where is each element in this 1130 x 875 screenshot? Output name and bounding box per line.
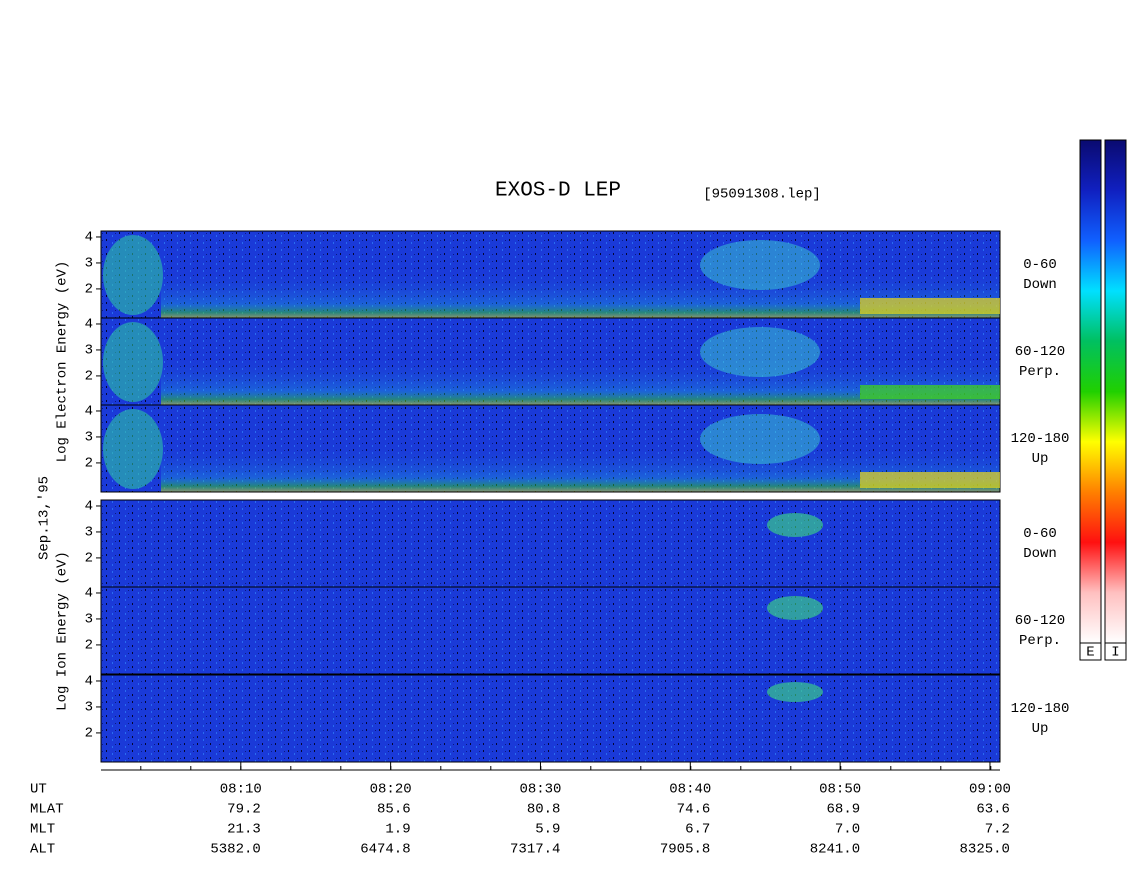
panel-frame	[100, 586, 1001, 675]
spectrum-feature	[700, 240, 820, 290]
colorbar-label-box	[1079, 642, 1102, 661]
spectrum-feature	[700, 327, 820, 377]
row-value: 7.0	[835, 822, 860, 838]
colorbar-label: I	[1111, 645, 1119, 661]
y-tick-label: 2	[85, 456, 93, 472]
direction: Perp.	[1019, 633, 1061, 649]
row-value: 8241.0	[810, 842, 860, 858]
row-value: 68.9	[827, 802, 861, 818]
colorbar-label-box	[1104, 642, 1127, 661]
title: EXOS-D LEP	[495, 180, 621, 203]
file-name: [95091308.lep]	[703, 187, 821, 203]
pitch-angle: 120-180	[1011, 701, 1070, 717]
spectrum-feature	[103, 235, 163, 315]
row-value: 80.8	[527, 802, 561, 818]
pitch-angle: 0-60	[1023, 257, 1057, 273]
y-tick-label: 4	[85, 499, 93, 515]
y-tick-label: 4	[85, 586, 93, 602]
colorbar	[1079, 139, 1102, 644]
pitch-angle: 60-120	[1015, 344, 1065, 360]
spectrum-feature	[767, 513, 823, 537]
spectrum-feature	[103, 409, 163, 489]
y-tick-label: 4	[85, 317, 93, 333]
row-value: 5.9	[535, 822, 560, 838]
y-tick-label: 3	[85, 612, 93, 628]
pitch-angle: 60-120	[1015, 613, 1065, 629]
colorbar	[1104, 139, 1127, 644]
x-tick-label: 08:40	[669, 782, 711, 798]
row-label: MLAT	[30, 802, 64, 818]
colorbar-label: E	[1086, 645, 1094, 661]
y-tick-label: 4	[85, 230, 93, 246]
y-tick-label: 2	[85, 282, 93, 298]
spectrogram	[101, 587, 1000, 674]
spectrum-feature	[767, 596, 823, 620]
y-tick-label: 4	[85, 404, 93, 420]
row-value: 74.6	[677, 802, 711, 818]
row-value: 7905.8	[660, 842, 710, 858]
spectrum-feature	[767, 682, 823, 702]
row-value: 1.9	[385, 822, 410, 838]
row-value: 63.6	[976, 802, 1010, 818]
row-value: 7317.4	[510, 842, 560, 858]
y-tick-label: 2	[85, 638, 93, 654]
row-value: 6474.8	[360, 842, 410, 858]
spectrum-feature	[700, 414, 820, 464]
row-value: 7.2	[985, 822, 1010, 838]
y-tick-label: 2	[85, 726, 93, 742]
panel-frame	[100, 674, 1001, 763]
direction: Up	[1032, 451, 1049, 467]
spectrogram	[101, 675, 1000, 762]
direction: Up	[1032, 721, 1049, 737]
group-axis-label: Log Ion Energy (eV)	[55, 551, 71, 711]
direction: Down	[1023, 546, 1057, 562]
spectrum-feature	[860, 298, 1000, 314]
y-tick-label: 3	[85, 430, 93, 446]
y-tick-label: 3	[85, 700, 93, 716]
spectrum-features	[103, 235, 1000, 702]
row-value: 6.7	[685, 822, 710, 838]
spectrum-feature	[860, 472, 1000, 488]
row-value: 8325.0	[960, 842, 1010, 858]
row-value: 5382.0	[210, 842, 260, 858]
x-tick-label: 08:10	[220, 782, 262, 798]
group-axis-label: Log Electron Energy (eV)	[55, 261, 71, 463]
direction: Down	[1023, 277, 1057, 293]
spectrum-feature	[860, 385, 1000, 399]
row-label: UT	[30, 782, 47, 798]
panel-frame	[100, 404, 1001, 493]
spectrum-feature	[103, 322, 163, 402]
y-tick-label: 2	[85, 551, 93, 567]
y-tick-label: 2	[85, 369, 93, 385]
x-tick-label: 08:50	[819, 782, 861, 798]
pitch-angle: 0-60	[1023, 526, 1057, 542]
row-value: 79.2	[227, 802, 261, 818]
row-label: ALT	[30, 842, 55, 858]
date-label: Sep.13,'95	[37, 476, 53, 560]
direction: Perp.	[1019, 364, 1061, 380]
spectrogram	[101, 500, 1000, 587]
y-tick-label: 4	[85, 674, 93, 690]
x-tick-label: 08:30	[519, 782, 561, 798]
row-value: 21.3	[227, 822, 261, 838]
row-value: 85.6	[377, 802, 411, 818]
x-tick-label: 08:20	[370, 782, 412, 798]
x-tick-label: 09:00	[969, 782, 1011, 798]
y-tick-label: 3	[85, 343, 93, 359]
row-label: MLT	[30, 822, 55, 838]
y-tick-label: 3	[85, 256, 93, 272]
spectrogram-panels	[100, 230, 1001, 763]
y-tick-label: 3	[85, 525, 93, 541]
pitch-angle: 120-180	[1011, 431, 1070, 447]
